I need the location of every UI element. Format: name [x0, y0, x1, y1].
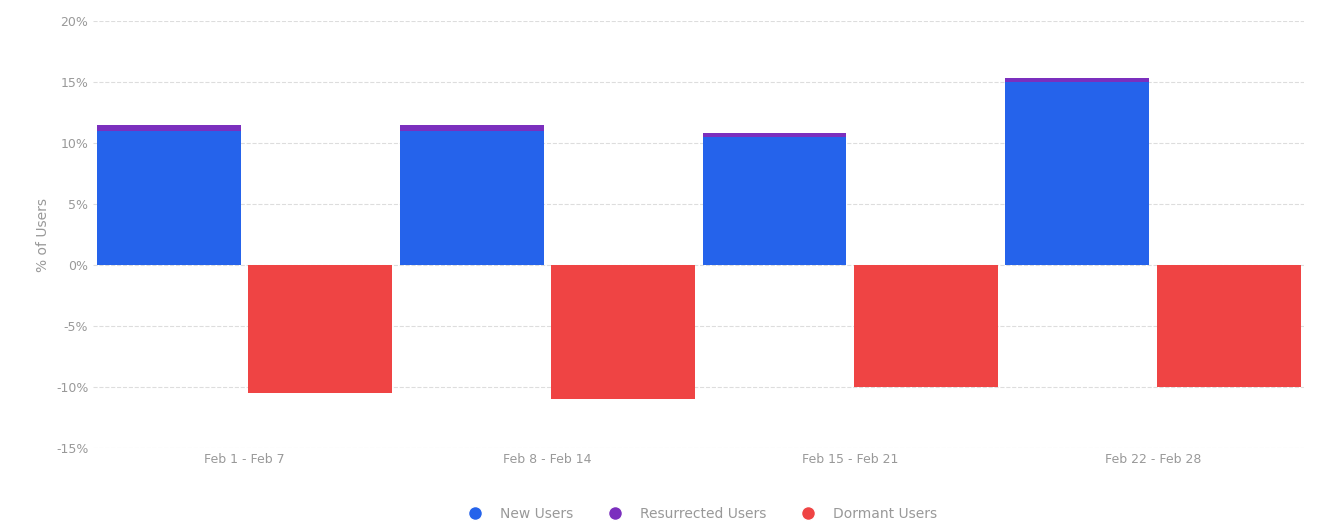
- Bar: [97, 131, 241, 265]
- Bar: [703, 133, 847, 137]
- Legend: New Users, Resurrected Users, Dormant Users: New Users, Resurrected Users, Dormant Us…: [455, 501, 942, 526]
- Bar: [551, 265, 695, 399]
- Bar: [399, 131, 543, 265]
- Bar: [703, 137, 847, 265]
- Bar: [1005, 79, 1149, 82]
- Bar: [399, 125, 543, 131]
- Bar: [1157, 265, 1300, 387]
- Bar: [97, 125, 241, 131]
- Bar: [855, 265, 998, 387]
- Bar: [249, 265, 393, 393]
- Bar: [1005, 82, 1149, 265]
- Y-axis label: % of Users: % of Users: [36, 198, 51, 271]
